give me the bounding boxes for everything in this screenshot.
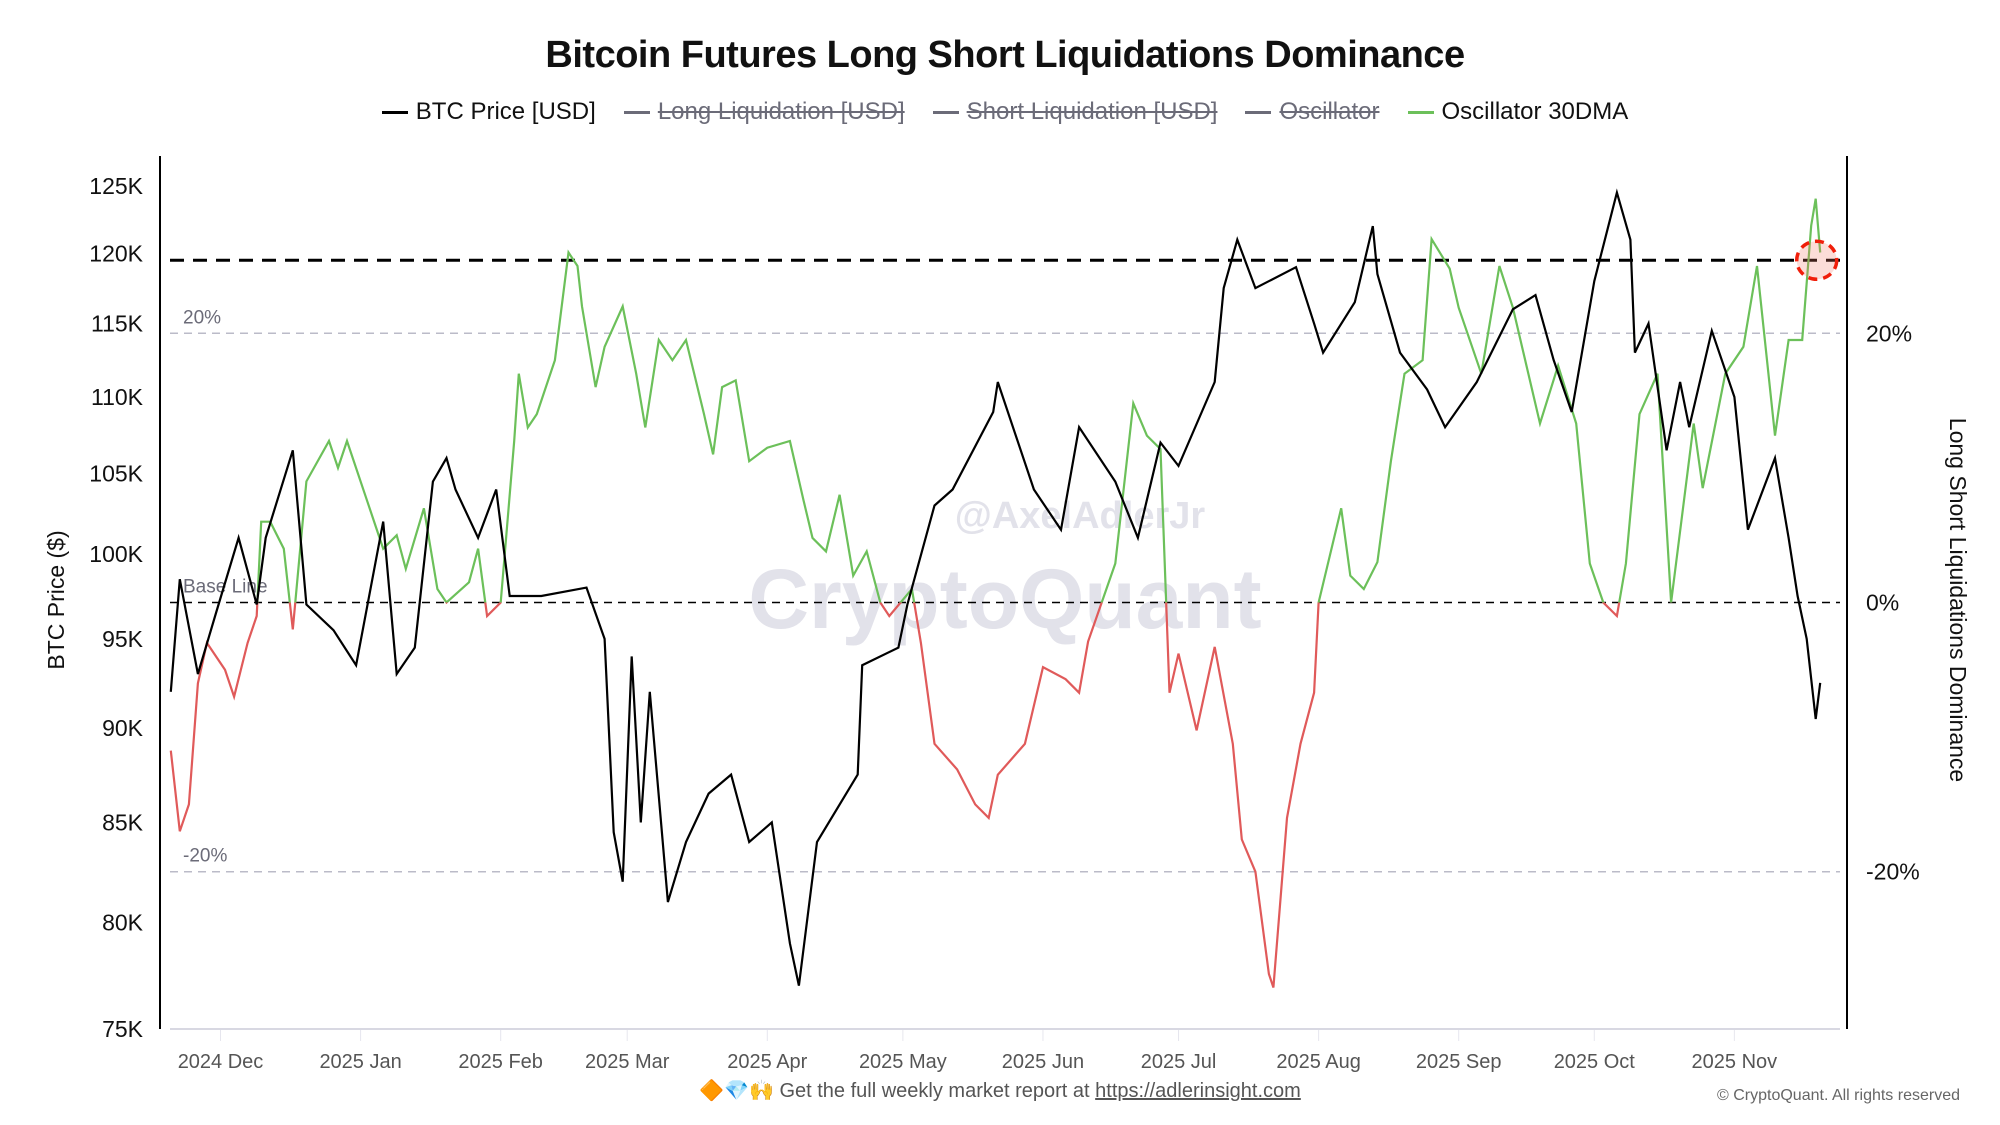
legend-label: Long Liquidation [USD] <box>657 98 905 125</box>
btc-price-line <box>169 188 1822 986</box>
left-tick-label: 95K <box>102 626 144 652</box>
legend-swatch <box>623 110 650 114</box>
x-tick-label: 2025 Jan <box>319 1051 401 1073</box>
x-tick-label: 2024 Dec <box>178 1051 264 1073</box>
x-tick-label: 2025 May <box>859 1051 947 1073</box>
oscillator-30dma-line-positive <box>256 198 1822 603</box>
left-tick-label: 105K <box>89 461 143 487</box>
footer-link[interactable]: https://adlerinsight.com <box>1095 1080 1301 1102</box>
right-axis-title: Long Short Liquidations Dominance <box>1945 418 1971 782</box>
footer-text: Get the full weekly market report at <box>779 1080 1090 1102</box>
x-tick-label: 2025 Oct <box>1554 1051 1636 1073</box>
legend-item-oscillator[interactable]: Oscillator <box>1245 98 1380 126</box>
left-tick-label: 115K <box>91 311 144 337</box>
right-tick-label: -20% <box>1866 859 1920 885</box>
highlight-circle <box>1794 239 1839 282</box>
x-tick-label: 2025 Feb <box>458 1051 543 1073</box>
watermark-author: @AxelAdlerJr <box>955 495 1206 537</box>
watermark-brand: CryptoQuant <box>748 552 1261 646</box>
x-tick-label: 2025 Mar <box>585 1051 670 1073</box>
legend-item-long-liquidation[interactable]: Long Liquidation [USD] <box>623 98 905 126</box>
left-tick-label: 75K <box>102 1016 144 1042</box>
x-tick-label: 2025 Jul <box>1141 1051 1217 1073</box>
reference-line-label: Base Line <box>183 577 268 598</box>
left-axis-title: BTC Price ($) <box>43 530 69 669</box>
left-tick-label: 85K <box>102 809 144 835</box>
copyright: © CryptoQuant. All rights reserved <box>1717 1087 1960 1104</box>
x-tick-label: 2025 Nov <box>1692 1051 1778 1073</box>
x-tick-label: 2025 Aug <box>1276 1051 1361 1073</box>
legend-label: Oscillator 30DMA <box>1441 98 1629 125</box>
x-tick-label: 2025 Jun <box>1002 1051 1084 1073</box>
legend: BTC Price [USD] Long Liquidation [USD] S… <box>0 98 2000 126</box>
legend-item-btc-price[interactable]: BTC Price [USD] <box>381 98 596 126</box>
legend-label: Short Liquidation [USD] <box>966 98 1218 125</box>
left-tick-label: 80K <box>102 909 144 935</box>
reference-line-label: 20% <box>183 307 221 328</box>
watermark: @AxelAdlerJr CryptoQuant <box>748 495 1261 646</box>
legend-label: Oscillator <box>1279 98 1380 125</box>
x-tick-label: 2025 Sep <box>1416 1051 1502 1073</box>
chart-title: Bitcoin Futures Long Short Liquidations … <box>545 34 1465 76</box>
right-tick-label: 20% <box>1866 320 1912 346</box>
reference-line-label: -20% <box>183 846 227 867</box>
right-tick-label: 0% <box>1866 590 1899 616</box>
footer: 🔶💎🙌 Get the full weekly market report at… <box>0 1078 2000 1103</box>
legend-swatch <box>381 110 408 114</box>
left-tick-label: 125K <box>89 173 143 199</box>
x-tick-label: 2025 Apr <box>727 1051 807 1073</box>
legend-label: BTC Price [USD] <box>415 98 596 125</box>
legend-swatch <box>932 110 959 114</box>
oscillator-30dma-line-negative <box>169 602 1673 988</box>
legend-item-short-liquidation[interactable]: Short Liquidation [USD] <box>932 98 1218 126</box>
legend-swatch <box>1407 110 1434 114</box>
legend-item-oscillator-30dma[interactable]: Oscillator 30DMA <box>1407 98 1629 126</box>
left-tick-label: 90K <box>102 715 144 741</box>
left-tick-label: 110K <box>91 384 144 410</box>
left-tick-label: 100K <box>89 541 143 567</box>
legend-swatch <box>1245 110 1272 114</box>
left-tick-label: 120K <box>89 240 143 266</box>
footer-emojis: 🔶💎🙌 <box>699 1080 774 1102</box>
